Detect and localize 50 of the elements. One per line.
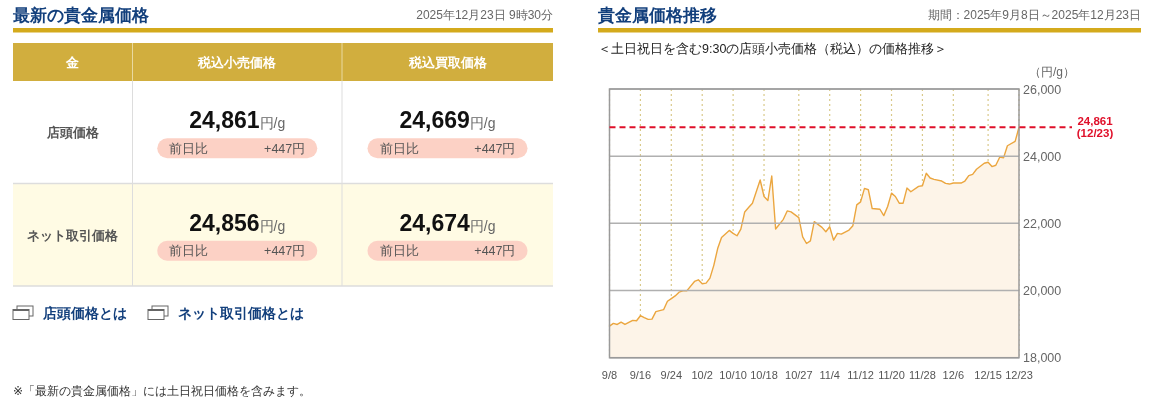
x-tick-label: 9/16 [629,369,652,381]
text: 税込小売価格 [197,55,278,70]
chart-title: 貴金属価格推移 [597,6,717,25]
y-axis-title: （円/g） [1028,65,1076,79]
text: 円/g [259,217,286,234]
text: 最新の貴金属価格 [12,6,150,25]
text: 24,861 [189,107,260,134]
x-tick-label: 10/27 [785,369,813,381]
x-tick-label: 12/6 [942,369,965,381]
text: ネット取引価格とは [178,306,304,321]
x-tick-label: 10/18 [750,369,778,381]
text: 前日比 [169,244,209,259]
text: 税込買取価格 [407,55,488,70]
y-tick-label: 24,000 [1023,149,1062,164]
text: 2025年12月23日 9時30分 [416,8,553,22]
text: ネット取引価格 [27,227,120,243]
text: 店頭価格とは [42,305,127,321]
x-tick-label: 10/10 [719,369,747,381]
text: 店頭価格 [45,125,100,141]
text: 前日比 [379,244,419,259]
text: 期間：2025年9月8日～2025年12月23日 [927,8,1141,22]
x-tick-label: 10/2 [691,369,713,381]
text: +447円 [474,244,516,259]
text: ※「最新の貴金属価格」には土日祝日価格を含みます。 [13,384,312,398]
text: 24,669 [399,107,470,134]
x-tick-label: 11/4 [819,369,840,381]
text: +447円 [264,244,306,259]
text: 円/g [259,115,286,132]
x-tick-label: 12/15 [974,369,1002,381]
text: 24,674 [399,209,471,236]
x-tick-label: 9/24 [660,369,683,381]
text: +447円 [264,141,306,156]
x-tick-label: 11/12 [847,369,874,381]
text: 24,856 [189,209,260,236]
ref-line-label: 24,861 (12/23) [1076,115,1114,140]
text: +447円 [474,141,516,156]
chart-subtitle: ＜土日祝日を含む9:30の店頭小売価格（税込）の価格推移＞ [598,41,948,56]
y-tick-label: 26,000 [1023,82,1062,97]
text: 円/g [469,217,496,234]
y-tick-label: 20,000 [1023,284,1062,299]
x-tick-label: 9/8 [601,369,618,381]
x-tick-label: 11/20 [878,369,905,381]
text: 金 [65,55,81,70]
y-tick-label: 22,000 [1023,216,1062,231]
text: 前日比 [169,141,209,156]
y-tick-label: 18,000 [1023,351,1062,366]
x-tick-label: 12/23 [1005,369,1033,381]
x-tick-label: 11/28 [909,369,936,381]
text: 円/g [469,115,496,132]
text: 前日比 [379,141,419,156]
